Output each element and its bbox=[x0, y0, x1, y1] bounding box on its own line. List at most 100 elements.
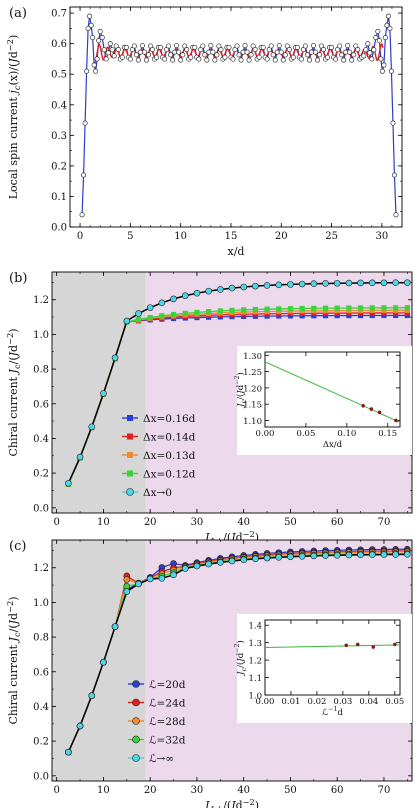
x-tick-label: 20 bbox=[144, 517, 157, 528]
y-tick-label: 1.0 bbox=[33, 598, 49, 609]
y-tick-label: 0.4 bbox=[33, 702, 49, 713]
y-tick-label: 0.1 bbox=[51, 192, 67, 203]
data-point bbox=[287, 553, 294, 561]
data-point bbox=[345, 551, 353, 559]
y-tick-label: 0.0 bbox=[33, 771, 49, 782]
data-point bbox=[141, 49, 147, 55]
data-point bbox=[384, 22, 390, 28]
data-point bbox=[329, 44, 335, 50]
data-point bbox=[206, 309, 212, 315]
x-tick-label: 30 bbox=[376, 231, 389, 242]
data-point bbox=[109, 47, 115, 53]
inset-data-point bbox=[394, 418, 398, 423]
data-point bbox=[76, 722, 84, 730]
data-point bbox=[200, 43, 206, 49]
data-point bbox=[322, 280, 329, 287]
data-point bbox=[168, 52, 174, 58]
data-point bbox=[355, 47, 361, 53]
data-point bbox=[252, 555, 259, 563]
data-point bbox=[322, 552, 329, 559]
y-tick-label: 1.25 bbox=[243, 368, 262, 378]
data-point bbox=[357, 305, 364, 311]
x-tick-label: 30 bbox=[191, 785, 204, 796]
inset-y-label: Jc/(Jd−2) bbox=[233, 372, 248, 409]
data-point bbox=[252, 306, 258, 313]
data-point bbox=[381, 62, 387, 68]
data-point bbox=[96, 38, 102, 44]
data-point bbox=[222, 54, 228, 60]
data-point bbox=[159, 313, 165, 319]
data-point bbox=[174, 42, 180, 49]
data-point bbox=[381, 305, 387, 311]
data-point bbox=[181, 565, 189, 572]
data-point bbox=[375, 28, 381, 34]
data-point bbox=[202, 52, 208, 58]
inset-data-point bbox=[355, 642, 360, 647]
data-point bbox=[361, 53, 367, 59]
data-point bbox=[135, 316, 142, 323]
x-tick-label: 40 bbox=[237, 517, 250, 528]
data-point bbox=[346, 305, 352, 311]
legend-label: Δx=0.13d bbox=[143, 450, 196, 462]
data-point bbox=[310, 552, 318, 560]
data-point bbox=[240, 556, 247, 564]
data-point bbox=[205, 560, 212, 568]
data-point bbox=[111, 623, 119, 630]
data-point bbox=[287, 281, 294, 288]
x-tick-label: 10 bbox=[97, 517, 110, 528]
data-point bbox=[311, 305, 317, 311]
data-point bbox=[111, 53, 117, 59]
data-point bbox=[264, 56, 270, 62]
data-point bbox=[240, 283, 247, 291]
data-point bbox=[192, 44, 198, 50]
data-point bbox=[236, 52, 242, 58]
data-point bbox=[111, 354, 119, 362]
data-point bbox=[347, 49, 353, 55]
plot-frame bbox=[264, 619, 401, 696]
data-point bbox=[388, 68, 394, 74]
x-tick-label: 0.03 bbox=[333, 697, 352, 707]
data-point bbox=[270, 52, 276, 58]
x-tick-label: 0.01 bbox=[281, 697, 300, 707]
data-point bbox=[276, 42, 282, 49]
data-point bbox=[334, 305, 340, 311]
data-point bbox=[238, 57, 244, 63]
data-point bbox=[298, 56, 304, 62]
x-tick-label: 5 bbox=[127, 231, 133, 242]
x-tick-label: 60 bbox=[331, 785, 344, 796]
data-point bbox=[127, 56, 133, 62]
data-point bbox=[378, 56, 384, 62]
data-point bbox=[230, 56, 236, 62]
data-point bbox=[275, 281, 283, 289]
data-point bbox=[158, 575, 166, 582]
data-point bbox=[79, 212, 85, 218]
data-point bbox=[145, 52, 152, 58]
data-point bbox=[333, 56, 339, 62]
data-point bbox=[105, 50, 111, 56]
data-point bbox=[316, 52, 323, 58]
data-point bbox=[146, 304, 154, 311]
data-point bbox=[94, 56, 100, 62]
data-point bbox=[260, 44, 266, 50]
y-tick-label: 0.2 bbox=[33, 737, 49, 748]
data-point bbox=[170, 571, 177, 579]
data-point bbox=[228, 557, 236, 565]
data-point bbox=[91, 62, 97, 68]
data-point bbox=[133, 52, 139, 58]
data-point bbox=[123, 576, 131, 583]
data-point bbox=[226, 44, 232, 50]
data-point bbox=[212, 57, 218, 63]
inset-y-label: Jc/(Jd−2) bbox=[233, 640, 248, 677]
data-point bbox=[380, 551, 388, 558]
data-point bbox=[93, 68, 99, 74]
data-point bbox=[205, 287, 212, 295]
data-point bbox=[287, 306, 294, 312]
data-point bbox=[312, 49, 319, 55]
y-axis-label: Chiral current Jc/(Jd−2) bbox=[5, 328, 22, 456]
y-tick-label: 1.0 bbox=[33, 330, 49, 341]
data-point bbox=[392, 551, 399, 558]
y-tick-label: 0.0 bbox=[33, 503, 49, 514]
data-point bbox=[252, 282, 259, 290]
data-point bbox=[229, 307, 235, 313]
